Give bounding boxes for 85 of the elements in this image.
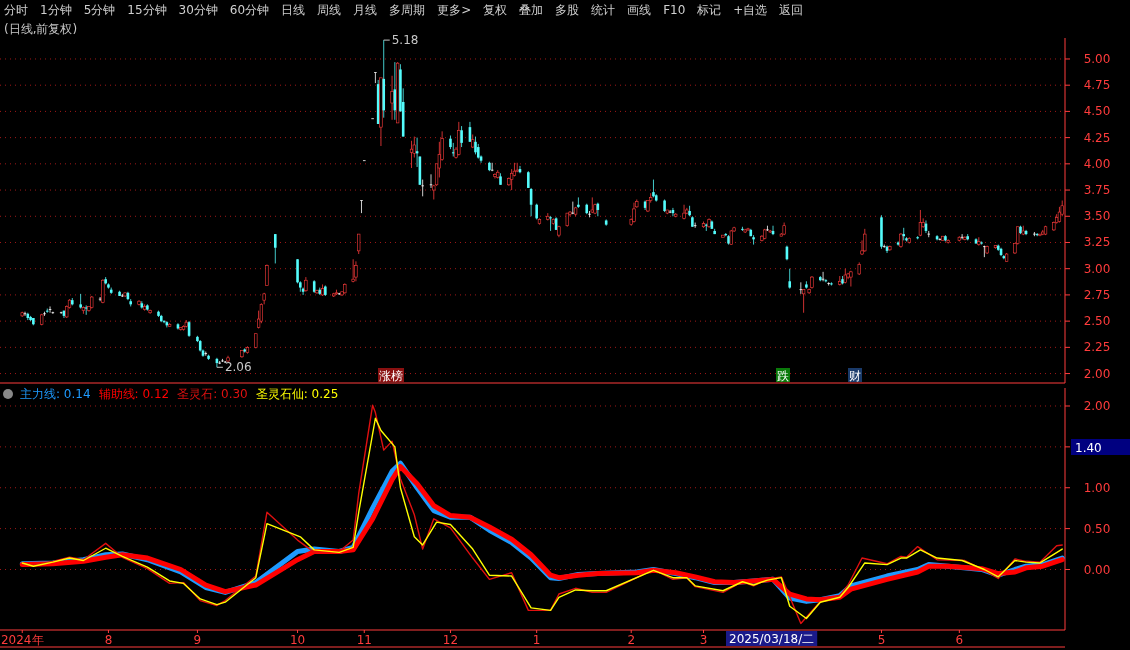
candlestick	[799, 281, 803, 295]
candlestick	[577, 196, 580, 209]
y-tick-label: 0.00	[1083, 562, 1111, 577]
text: 标记	[696, 3, 722, 17]
text: 日线	[281, 3, 306, 17]
x-tick-label: 2	[627, 633, 636, 647]
text: 30分钟	[178, 3, 218, 17]
y-tick-label: 5.00	[1083, 51, 1111, 66]
candlestick	[632, 202, 636, 223]
y-tick-label: 2.00	[1083, 398, 1111, 413]
chart-title: (日线,前复权)	[4, 22, 78, 36]
text: 画线	[627, 3, 652, 17]
x-tick-label: 2024年	[0, 633, 44, 647]
candlestick	[79, 293, 82, 309]
candlestick	[98, 296, 102, 302]
y-tick-label: 0.50	[1083, 521, 1111, 536]
text: 2025/03/18/二	[729, 632, 815, 646]
text: 辅助线: 0.12	[98, 387, 170, 401]
text: 统计	[591, 3, 616, 17]
candlestick	[374, 72, 377, 84]
x-tick-label: 1	[532, 633, 541, 647]
candlestick	[588, 210, 591, 218]
text: 60分钟	[229, 3, 270, 17]
x-tick-label: 10	[289, 633, 306, 647]
x-tick-label: 11	[356, 633, 372, 647]
y-tick-label: 4.50	[1083, 104, 1111, 119]
candlestick	[45, 308, 49, 314]
text: 主力线: 0.14	[20, 387, 91, 401]
text: 1.40	[1075, 441, 1102, 455]
candlestick	[863, 228, 867, 253]
x-tick-label: 3	[699, 633, 708, 647]
text: 月线	[353, 3, 378, 17]
text: 多周期	[389, 3, 426, 17]
y-tick-label: 4.75	[1083, 78, 1111, 93]
annotation: 财	[849, 369, 861, 383]
annotation: 5.18	[391, 33, 419, 48]
text: 更多>	[437, 3, 472, 17]
candlestick	[390, 75, 394, 121]
text: 圣灵石: 0.30	[177, 387, 248, 401]
annotation: 跌	[777, 369, 789, 383]
candlestick	[652, 179, 655, 198]
y-tick-label: 2.25	[1083, 340, 1111, 355]
candlestick	[788, 268, 792, 290]
text: 周线	[317, 3, 342, 17]
y-tick-label: 3.75	[1083, 183, 1111, 198]
y-tick-label: 3.25	[1083, 235, 1111, 250]
y-tick-label: 1.00	[1083, 480, 1111, 495]
text: +自选	[733, 3, 768, 17]
candlestick	[493, 172, 497, 179]
x-tick-label: 5	[877, 633, 886, 647]
text: 1分钟	[40, 3, 72, 17]
candlestick	[421, 179, 424, 197]
y-tick-label: 3.50	[1083, 209, 1111, 224]
annotation: 涨榜	[379, 369, 403, 383]
x-tick-label: 9	[193, 633, 202, 647]
candlestick	[357, 233, 361, 255]
candlestick	[273, 233, 277, 264]
candlestick	[693, 222, 697, 229]
text: 5分钟	[83, 3, 116, 17]
text: 返回	[779, 3, 804, 17]
y-tick-label: 2.50	[1083, 314, 1111, 329]
x-tick-label: 12	[442, 633, 459, 647]
y-tick-label: 4.00	[1083, 156, 1111, 171]
y-tick-label: 2.75	[1083, 287, 1111, 302]
candlestick	[429, 173, 433, 189]
text: 圣灵石仙: 0.25	[255, 387, 339, 401]
candlestick	[259, 302, 263, 324]
candlestick	[752, 234, 755, 245]
candlestick	[43, 311, 46, 317]
text: 15分钟	[127, 3, 167, 17]
text: F10	[663, 3, 686, 17]
text: 多股	[555, 3, 580, 17]
y-tick-label: 3.00	[1083, 261, 1111, 276]
y-tick-label: 2.00	[1083, 366, 1111, 381]
candlestick	[460, 125, 463, 148]
candlestick	[360, 200, 363, 214]
x-tick-label: 6	[955, 633, 964, 647]
candlestick	[351, 258, 355, 283]
y-tick-label: 4.25	[1083, 130, 1111, 145]
text: 复权	[483, 3, 508, 17]
x-tick-label: 8	[104, 633, 113, 647]
annotation: 2.06	[224, 360, 252, 375]
text: 分时	[4, 3, 28, 17]
text: 叠加	[519, 3, 544, 17]
candlestick	[354, 260, 358, 282]
